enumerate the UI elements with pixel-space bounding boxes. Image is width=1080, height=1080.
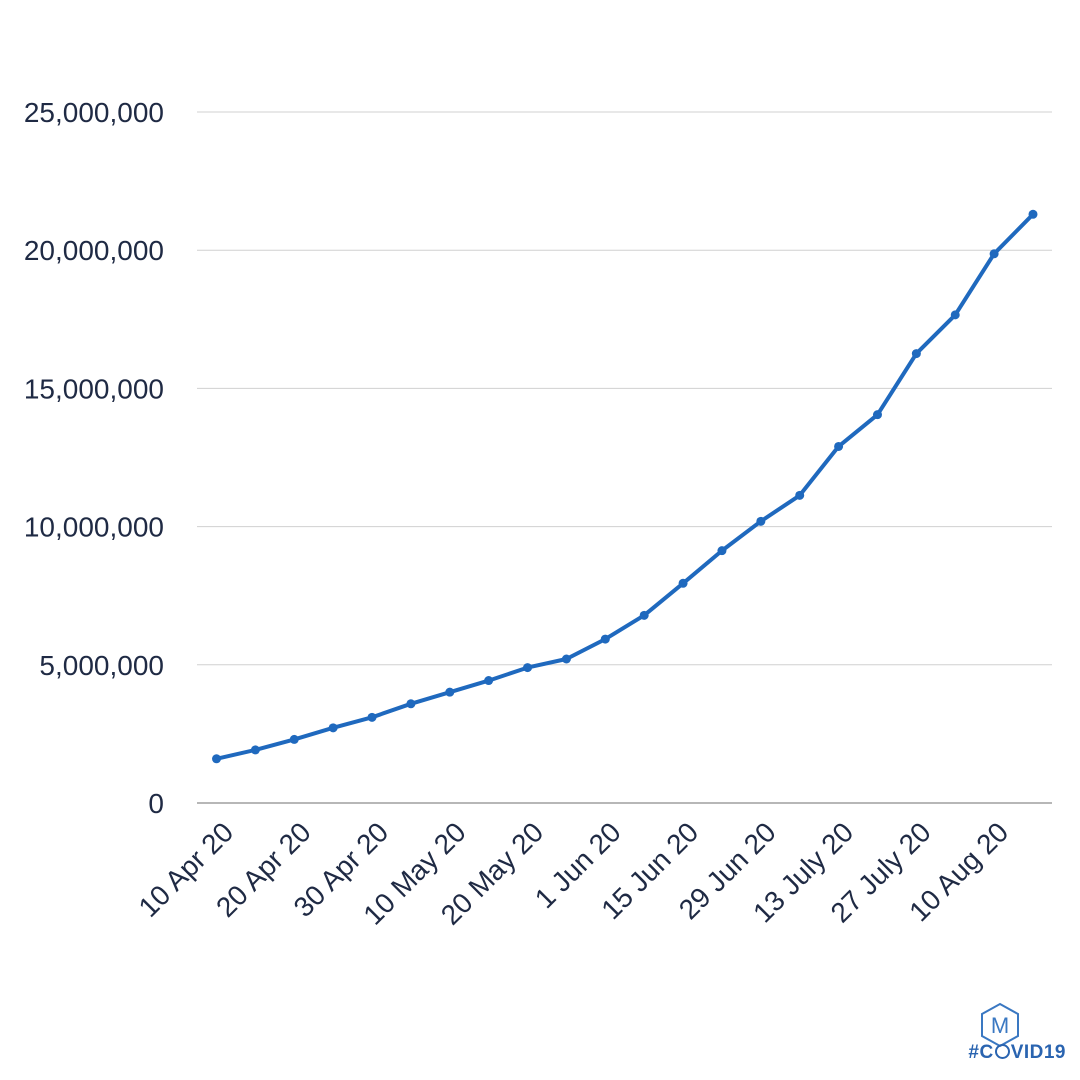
covid19-hashtag: #C VID19 (968, 1042, 1066, 1064)
data-point (717, 546, 727, 556)
data-point (250, 745, 260, 755)
data-point (484, 676, 494, 686)
virus-icon (994, 1044, 1010, 1059)
data-point (950, 310, 960, 320)
data-point (328, 723, 338, 733)
data-point (561, 654, 571, 664)
y-tick-label: 25,000,000 (24, 97, 164, 128)
data-point (911, 349, 921, 359)
data-point (445, 687, 455, 697)
y-tick-label: 0 (148, 788, 164, 819)
data-point (289, 734, 299, 744)
data-point (678, 578, 688, 588)
y-tick-label: 5,000,000 (39, 650, 164, 681)
data-point (989, 249, 999, 259)
data-point (795, 490, 805, 500)
series-layer (212, 209, 1038, 764)
data-point (406, 699, 416, 709)
logo-letter: M (991, 1013, 1009, 1038)
data-point (600, 634, 610, 644)
gridlines (197, 111, 1052, 804)
data-point (367, 712, 377, 722)
y-axis-ticks: 0 5,000,000 10,000,000 15,000,000 20,000,000… (24, 97, 164, 819)
data-point (834, 441, 844, 451)
data-point (523, 663, 533, 673)
y-tick-label: 15,000,000 (24, 373, 164, 404)
data-point (639, 610, 649, 620)
y-tick-label: 20,000,000 (24, 235, 164, 266)
hashtag-suffix: VID19 (1010, 1042, 1066, 1063)
y-tick-label: 10,000,000 (24, 512, 164, 543)
data-point (756, 516, 766, 526)
data-point (1028, 209, 1038, 219)
series-line (216, 212, 1035, 761)
data-point (872, 410, 882, 420)
data-point (212, 754, 221, 764)
hashtag-prefix: #C (968, 1042, 994, 1063)
